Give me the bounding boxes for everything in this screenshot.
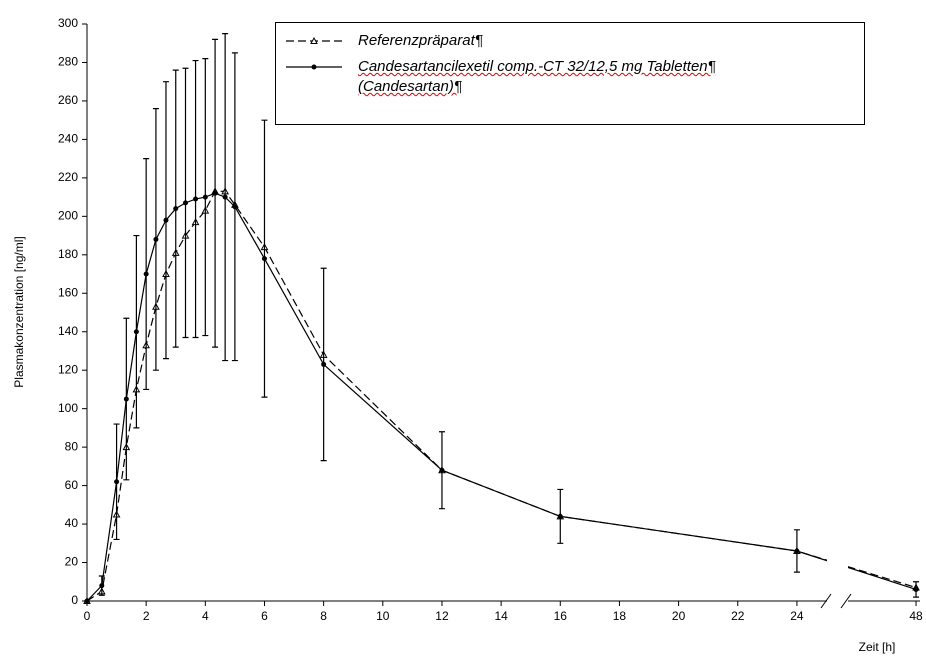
legend-label: Candesartancilexetil comp.-CT 32/12,5 mg… <box>358 58 716 95</box>
y-tick-label: 280 <box>58 55 78 69</box>
data-point <box>913 586 919 592</box>
y-tick-label: 100 <box>58 401 78 415</box>
data-point <box>202 194 208 200</box>
data-point <box>311 64 317 70</box>
x-tick-label: 10 <box>376 609 390 623</box>
data-point <box>123 396 129 402</box>
data-point <box>557 513 563 519</box>
y-tick-label: 200 <box>58 209 78 223</box>
x-tick-label: 12 <box>435 609 449 623</box>
x-tick-label: 18 <box>613 609 627 623</box>
legend-swatch <box>286 64 342 70</box>
data-point <box>794 548 800 554</box>
y-tick-label: 140 <box>58 324 78 338</box>
y-tick-label: 60 <box>65 478 79 492</box>
y-tick-label: 0 <box>71 593 78 607</box>
y-tick-label: 120 <box>58 362 78 376</box>
data-point <box>99 583 105 589</box>
x-tick-label: 16 <box>554 609 568 623</box>
data-point <box>321 361 327 367</box>
y-tick-label: 240 <box>58 132 78 146</box>
legend-item: Candesartancilexetil comp.-CT 32/12,5 mg… <box>284 57 716 97</box>
data-point <box>439 467 445 473</box>
data-point <box>193 196 199 202</box>
axis-break <box>820 593 832 609</box>
x-tick-label: 2 <box>143 609 150 623</box>
y-tick-label: 300 <box>58 16 78 30</box>
x-tick-label: 14 <box>494 609 508 623</box>
data-point <box>143 271 149 277</box>
y-tick-label: 220 <box>58 170 78 184</box>
y-tick-label: 160 <box>58 285 78 299</box>
data-point <box>173 206 179 212</box>
y-tick-label: 80 <box>65 439 79 453</box>
x-tick-label: 8 <box>320 609 327 623</box>
axis-break <box>840 593 852 609</box>
x-axis-label: Zeit [h] <box>859 640 896 654</box>
x-tick-label: 22 <box>731 609 745 623</box>
y-tick-label: 180 <box>58 247 78 261</box>
data-point <box>163 217 169 223</box>
data-point <box>232 204 238 210</box>
legend-swatch <box>286 36 342 44</box>
data-point <box>261 256 267 262</box>
data-point <box>212 190 218 196</box>
y-tick-label: 260 <box>58 93 78 107</box>
x-tick-label: 48 <box>909 609 923 623</box>
y-tick-label: 20 <box>65 555 79 569</box>
data-point <box>222 194 228 200</box>
x-tick-label: 6 <box>261 609 268 623</box>
data-point <box>114 479 120 485</box>
data-point <box>84 598 90 604</box>
legend-item: Referenzpräparat¶ <box>284 31 483 51</box>
y-tick-label: 40 <box>65 516 79 530</box>
legend: Referenzpräparat¶ Candesartancilexetil co… <box>275 22 865 125</box>
series-line <box>86 192 917 602</box>
legend-label: Referenzpräparat¶ <box>358 32 483 49</box>
x-tick-label: 24 <box>790 609 804 623</box>
series-line <box>86 190 917 602</box>
x-tick-label: 20 <box>672 609 686 623</box>
data-point <box>133 329 139 335</box>
data-point <box>310 36 318 44</box>
x-tick-label: 0 <box>84 609 91 623</box>
x-tick-label: 4 <box>202 609 209 623</box>
data-point <box>183 200 189 206</box>
data-point <box>153 236 159 242</box>
y-axis-label: Plasmakonzentration [ng/ml] <box>12 236 26 387</box>
